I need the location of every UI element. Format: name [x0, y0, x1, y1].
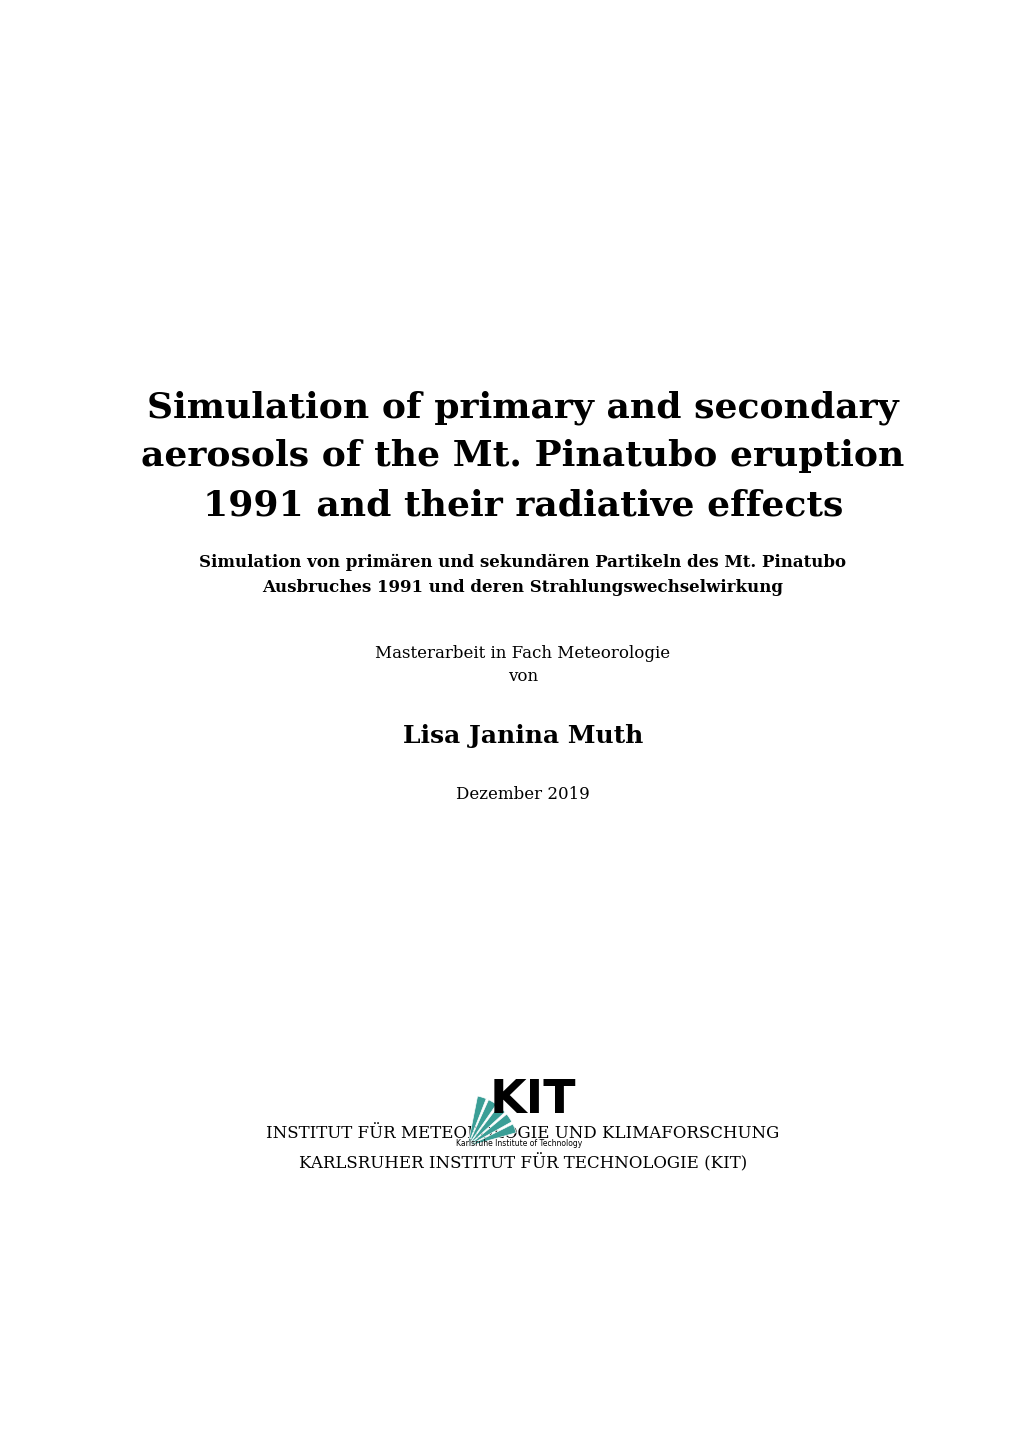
Polygon shape	[467, 1100, 496, 1146]
Text: Masterarbeit in Fach Meteorologie: Masterarbeit in Fach Meteorologie	[375, 646, 669, 662]
Text: KIT: KIT	[489, 1079, 576, 1123]
Polygon shape	[467, 1096, 486, 1146]
Text: Simulation von primären und sekundären Partikeln des Mt. Pinatubo
Ausbruches 199: Simulation von primären und sekundären P…	[199, 554, 846, 596]
Text: Karlsruhe Institute of Technology: Karlsruhe Institute of Technology	[455, 1139, 582, 1148]
Text: von: von	[507, 668, 537, 685]
Text: Lisa Janina Muth: Lisa Janina Muth	[403, 724, 642, 748]
Text: Simulation of primary and secondary
aerosols of the Mt. Pinatubo eruption
1991 a: Simulation of primary and secondary aero…	[141, 391, 904, 522]
Text: INSTITUT FÜR METEOROLOGIE UND KLIMAFORSCHUNG: INSTITUT FÜR METEOROLOGIE UND KLIMAFORSC…	[266, 1125, 779, 1142]
Polygon shape	[467, 1115, 512, 1146]
Text: Dezember 2019: Dezember 2019	[455, 786, 589, 803]
Polygon shape	[467, 1125, 516, 1146]
Text: KARLSRUHER INSTITUT FÜR TECHNOLOGIE (KIT): KARLSRUHER INSTITUT FÜR TECHNOLOGIE (KIT…	[299, 1154, 746, 1172]
Polygon shape	[467, 1106, 504, 1146]
